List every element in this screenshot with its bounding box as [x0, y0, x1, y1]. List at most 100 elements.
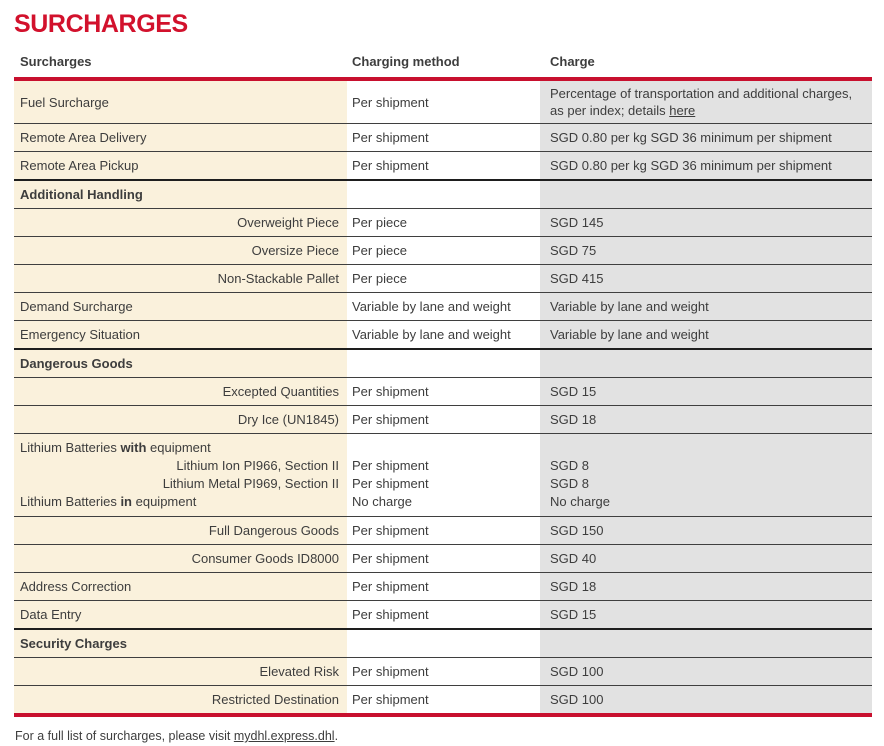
charging-method-cell: Per shipment	[347, 406, 540, 433]
surcharge-name-cell: Additional Handling	[14, 181, 347, 208]
charge-value: SGD 75	[550, 243, 597, 258]
surcharge-name-cell: Overweight Piece	[14, 209, 347, 236]
charging-method-cell: Per shipment	[347, 124, 540, 151]
charge-value: SGD 145	[550, 215, 604, 230]
table-row: Dry Ice (UN1845) Per shipment SGD 18	[14, 405, 872, 433]
surcharge-name-cell: Emergency Situation	[14, 321, 347, 348]
charge-value: Percentage of transportation and additio…	[550, 86, 853, 118]
charge-value: Variable by lane and weight	[550, 299, 709, 314]
surcharge-name: Lithium Batteries with equipment	[20, 440, 211, 455]
surcharge-name-cell: Elevated Risk	[14, 658, 347, 685]
surcharge-name: Overweight Piece	[237, 215, 339, 230]
table-body: Fuel Surcharge Per shipment Percentage of …	[14, 81, 872, 713]
emphasized-word: in	[120, 494, 132, 509]
surcharge-name: Dry Ice (UN1845)	[237, 412, 339, 427]
charge-value: SGD 0.80 per kg SGD 36 minimum per shipm…	[550, 130, 832, 145]
charging-method: Per piece	[352, 215, 407, 230]
charging-method-cell: Variable by lane and weight	[347, 293, 540, 320]
emphasized-word: with	[120, 440, 147, 455]
charge-value-cell: Variable by lane and weight	[540, 321, 872, 348]
table-row: Address Correction Per shipment SGD 18	[14, 572, 872, 600]
surcharge-name: Security Charges	[20, 636, 127, 651]
charging-method: Variable by lane and weight	[352, 327, 511, 342]
charging-method-cell: Per shipment	[347, 601, 540, 628]
charging-method: Per shipment	[352, 94, 429, 110]
surcharge-name-cell: Remote Area Pickup	[14, 152, 347, 179]
charge-value: SGD 100	[550, 692, 604, 707]
charge-value: SGD 15	[550, 384, 597, 399]
surcharge-name: Restricted Destination	[211, 692, 339, 707]
charging-method-cell: Per piece	[347, 209, 540, 236]
charge-value: SGD 8	[550, 476, 590, 491]
charge-value-cell: SGD 150	[540, 517, 872, 544]
table-row: Consumer Goods ID8000 Per shipment SGD 40	[14, 544, 872, 572]
surcharge-name: Data Entry	[20, 607, 82, 622]
charging-method-cell: Per shipment	[347, 81, 540, 123]
charging-method-cell: Per shipment	[347, 517, 540, 544]
fuel-surcharge-details-link[interactable]: here	[669, 103, 696, 118]
charge-value-cell: SGD 8 SGD 8 No charge	[540, 434, 872, 516]
surcharge-name: Lithium Batteries in equipment	[20, 494, 197, 509]
charge-value: SGD 40	[550, 551, 597, 566]
charging-method: Per shipment	[352, 158, 429, 173]
charging-method: No charge	[352, 494, 412, 509]
table-row: Emergency Situation Variable by lane and …	[14, 320, 872, 348]
table-row: Data Entry Per shipment SGD 15	[14, 600, 872, 628]
surcharge-name: Oversize Piece	[251, 243, 339, 258]
charging-method: Per shipment	[352, 384, 429, 399]
table-row: Remote Area Pickup Per shipment SGD 0.80 p…	[14, 151, 872, 179]
charge-value-cell: SGD 18	[540, 406, 872, 433]
charging-method-cell: Per piece	[347, 237, 540, 264]
mydhl-link[interactable]: mydhl.express.dhl	[233, 729, 335, 743]
charge-value-cell: SGD 415	[540, 265, 872, 292]
charge-value	[550, 439, 864, 457]
column-header-surcharges: Surcharges	[20, 54, 92, 69]
surcharge-name: Remote Area Delivery	[20, 130, 147, 145]
page-title: SURCHARGES	[14, 10, 188, 38]
charge-value-cell: SGD 75	[540, 237, 872, 264]
charging-method-cell: Per piece	[347, 265, 540, 292]
surcharge-name-cell: Oversize Piece	[14, 237, 347, 264]
table-row: Overweight Piece Per piece SGD 145	[14, 208, 872, 236]
charge-value: SGD 18	[550, 579, 597, 594]
charging-method: Per shipment	[352, 692, 429, 707]
table-row: Restricted Destination Per shipment SGD 10…	[14, 685, 872, 713]
surcharge-name: Non-Stackable Pallet	[217, 271, 339, 286]
footer-text-end: .	[334, 729, 339, 743]
surcharge-name: Excepted Quantities	[222, 384, 339, 399]
surcharge-name: Additional Handling	[20, 187, 143, 202]
surcharge-name: Demand Surcharge	[20, 299, 133, 314]
charging-method-cell: Per shipment	[347, 658, 540, 685]
charging-method: Per shipment	[352, 607, 429, 622]
charge-value-cell: SGD 18	[540, 573, 872, 600]
charge-value-cell: SGD 15	[540, 378, 872, 405]
table-row: Fuel Surcharge Per shipment Percentage of …	[14, 81, 872, 123]
charging-method: Per shipment	[352, 476, 429, 491]
charging-method: Per piece	[352, 271, 407, 286]
surcharge-name: Full Dangerous Goods	[208, 523, 339, 538]
surcharges-table: Surcharges Charging method Charge Fuel S…	[14, 52, 872, 717]
charging-method	[352, 439, 532, 457]
surcharge-name: Remote Area Pickup	[20, 158, 139, 173]
charge-value-cell: SGD 40	[540, 545, 872, 572]
surcharge-name-cell: Excepted Quantities	[14, 378, 347, 405]
charging-method: Per shipment	[352, 412, 429, 427]
surcharge-name: Lithium Ion PI966, Section II	[176, 458, 339, 473]
charge-value: No charge	[550, 494, 610, 509]
charging-method: Per shipment	[352, 130, 429, 145]
table-row: Lithium Batteries with equipment Lithium …	[14, 433, 872, 516]
surcharge-name: Fuel Surcharge	[20, 94, 109, 110]
charge-value: SGD 415	[550, 271, 604, 286]
charge-value-cell: SGD 0.80 per kg SGD 36 minimum per shipm…	[540, 152, 872, 179]
table-row: Dangerous Goods	[14, 348, 872, 377]
footer-text: For a full list of surcharges, please vi…	[15, 729, 234, 743]
charge-value-cell: SGD 145	[540, 209, 872, 236]
table-row: Excepted Quantities Per shipment SGD 15	[14, 377, 872, 405]
charge-value-cell: Percentage of transportation and additio…	[540, 81, 872, 123]
charging-method-cell	[347, 630, 540, 657]
surcharge-name-cell: Remote Area Delivery	[14, 124, 347, 151]
surcharge-name-cell: Dry Ice (UN1845)	[14, 406, 347, 433]
charging-method: Per shipment	[352, 551, 429, 566]
surcharge-name: Emergency Situation	[20, 327, 140, 342]
